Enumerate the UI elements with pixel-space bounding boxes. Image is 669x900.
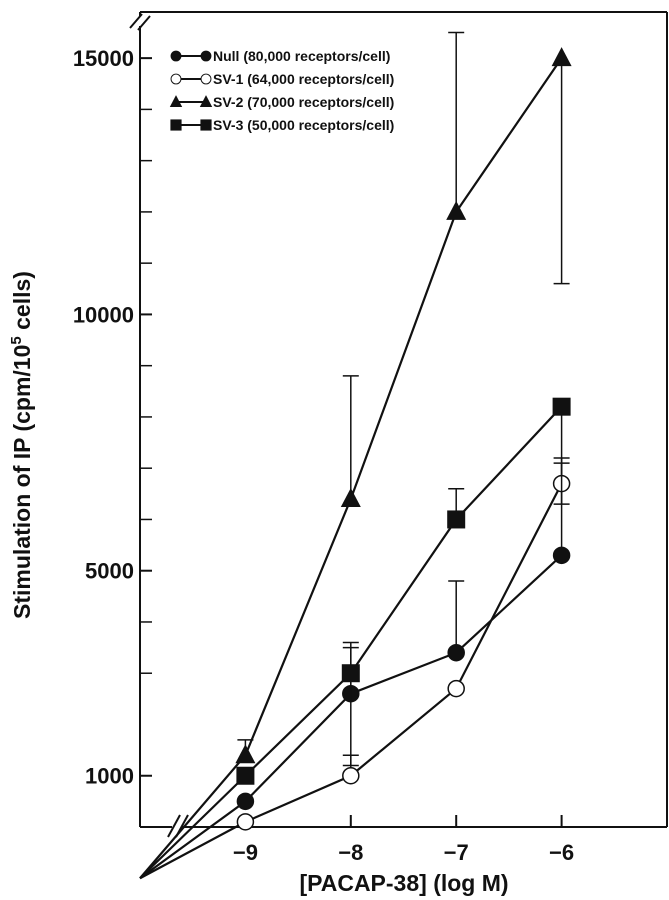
data-point (235, 744, 256, 764)
series-4 (139, 397, 571, 880)
y-tick-label: 1000 (85, 764, 134, 789)
data-point (342, 766, 360, 785)
y-axis-title-tail: cells) (9, 271, 35, 336)
data-point (552, 546, 571, 565)
legend-label: SV-3 (50,000 receptors/cell) (213, 117, 394, 133)
data-point (340, 487, 361, 507)
y-break-mark (129, 13, 143, 29)
data-point (551, 47, 572, 67)
x-tick-label: −7 (444, 840, 469, 865)
y-tick-label: 10000 (73, 302, 134, 327)
y-axis-title-superscript: 5 (8, 336, 25, 344)
data-point (236, 813, 255, 831)
x-tick-label: −9 (233, 840, 258, 865)
legend-marker (200, 73, 212, 85)
x-tick-label: −6 (549, 840, 574, 865)
data-point (447, 679, 465, 698)
x-tick-label: −8 (338, 840, 363, 865)
x-break-mark (167, 814, 181, 838)
y-axis-title-main: Stimulation of IP (cpm/10 (9, 345, 35, 619)
data-point (341, 664, 360, 683)
legend-marker (170, 119, 182, 131)
legend-marker (170, 50, 182, 62)
data-point (446, 200, 467, 220)
legend-marker (199, 95, 213, 107)
x-axis-title: [PACAP-38] (log M) (299, 870, 508, 896)
y-break-mark (137, 15, 151, 31)
data-point (447, 510, 466, 529)
legend-label: SV-2 (70,000 receptors/cell) (213, 94, 394, 110)
legend-marker (170, 73, 182, 85)
legend-marker (200, 119, 212, 131)
data-point (552, 397, 571, 416)
legend-marker (169, 95, 183, 107)
legend-label: Null (80,000 receptors/cell) (213, 48, 390, 64)
data-point (447, 643, 465, 662)
legend: Null (80,000 receptors/cell) SV-1 (64,000… (169, 48, 394, 133)
y-tick-label: 15000 (73, 46, 134, 71)
legend-marker (200, 50, 212, 62)
y-tick-label: 5000 (85, 559, 134, 584)
data-point (236, 792, 255, 811)
y-break-gap (132, 16, 148, 26)
series-3 (139, 31, 572, 879)
legend-label: SV-1 (64,000 receptors/cell) (213, 71, 394, 87)
y-axis-title: Stimulation of IP (cpm/105 cells) (8, 271, 35, 619)
x-break-gap (172, 819, 182, 835)
data-point (236, 766, 255, 785)
